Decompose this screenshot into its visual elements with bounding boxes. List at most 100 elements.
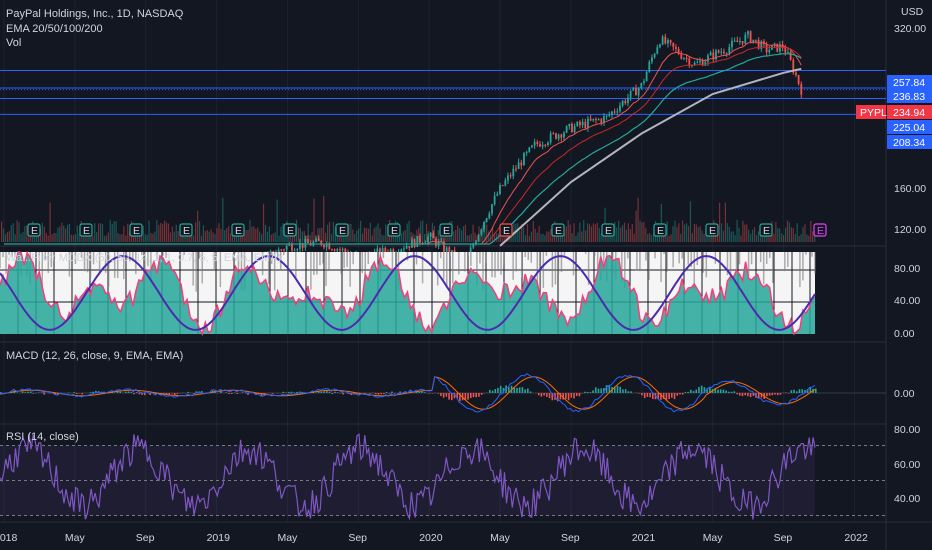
candle-body: [331, 249, 333, 251]
macd-histogram-bar: [543, 393, 545, 396]
volume-bar: [794, 234, 796, 242]
candle-body: [696, 62, 699, 64]
candle-body: [552, 133, 555, 135]
macd-histogram-bar: [703, 387, 706, 393]
volume-bar: [458, 227, 461, 242]
candle-body: [544, 144, 547, 146]
volume-bar: [158, 224, 160, 242]
candle-body: [589, 118, 592, 121]
macd-histogram-bar: [336, 392, 339, 393]
time-axis[interactable]: 2018 May Sep 2019 May Sep 2020 May Sep 2021 May Sep…: [0, 532, 868, 544]
volume-bar: [49, 202, 51, 242]
volume-bar: [567, 220, 569, 242]
study-vol-label[interactable]: Vol: [6, 37, 21, 49]
macd-histogram-bar: [722, 389, 725, 393]
rsi-panel-title[interactable]: RSI (14, close): [6, 431, 79, 443]
candle-body: [341, 248, 344, 250]
macd-histogram-bar: [562, 393, 564, 400]
volume-bar: [493, 233, 496, 242]
macd-histogram-bar: [195, 391, 198, 393]
macd-histogram-bar: [768, 393, 771, 396]
candle-body: [405, 245, 408, 249]
macd-histogram-bar: [619, 386, 621, 393]
candle-body: [485, 218, 488, 223]
wt-line: [0, 250, 816, 337]
macd-histogram-bar: [546, 393, 548, 397]
volume-bar: [356, 230, 358, 242]
volume-bar: [154, 231, 156, 242]
candle-body: [547, 142, 549, 145]
candle-body: [523, 153, 525, 166]
earnings-box: [335, 223, 349, 237]
candle-body: [493, 195, 496, 205]
candle-body: [664, 36, 667, 44]
symbol-title[interactable]: PayPal Holdings, Inc., 1D, NASDAQ: [6, 8, 184, 20]
volume-bar: [4, 234, 7, 242]
volume-bar: [773, 233, 775, 242]
volume-bar: [433, 226, 435, 242]
candle-body: [605, 115, 608, 117]
macd-histogram-bar: [673, 393, 676, 400]
volume-bar: [204, 231, 206, 242]
volume-bar: [72, 235, 74, 242]
volume-bar: [361, 233, 364, 242]
candle-body: [488, 213, 491, 219]
volume-bar: [113, 221, 115, 242]
volume-bar: [115, 221, 117, 242]
candle-body: [525, 151, 528, 154]
macd-histogram-bar: [508, 387, 510, 393]
macd-histogram-bar: [603, 387, 605, 393]
volume-bar: [200, 235, 203, 242]
macd-histogram-bar: [149, 393, 152, 396]
volume-bar: [621, 225, 624, 242]
volume-bar: [98, 223, 100, 242]
earnings-marker: E: [499, 223, 513, 237]
macd-histogram-bar: [491, 390, 494, 393]
volume-bar: [323, 196, 325, 242]
volume-bar: [392, 231, 395, 242]
earnings-box: [601, 223, 615, 237]
volume-bar: [583, 220, 585, 242]
volume-bar: [272, 233, 274, 242]
volume-bar: [262, 203, 265, 242]
candle-body: [512, 168, 515, 177]
volume-bar: [703, 233, 705, 242]
candle-body: [587, 118, 589, 128]
candle-body: [645, 71, 648, 82]
candle-body: [432, 233, 435, 239]
volume-bar: [309, 234, 311, 242]
rsi-line: [0, 433, 816, 521]
volume-bar: [177, 231, 179, 242]
wt-panel-title[interactable]: Wa...Filter MODX (50, 50, 14, 1, 1, 0.7,…: [6, 252, 281, 264]
volume-bar: [693, 224, 695, 242]
macd-histogram-bar: [92, 391, 94, 393]
macd-histogram-bar: [527, 388, 529, 393]
price-axis-label-120: 120.00: [894, 224, 926, 236]
candle-body: [688, 58, 691, 66]
macd-histogram-bar: [383, 393, 385, 395]
macd-histogram-bar: [733, 391, 736, 393]
volume-bar: [284, 234, 286, 242]
volume-bar: [251, 226, 253, 242]
time-axis-label: 2021: [632, 532, 656, 544]
macd-histogram-bar: [230, 393, 233, 394]
horizontal-levels[interactable]: [0, 69, 886, 115]
volume-bar: [214, 234, 216, 242]
candle-body: [672, 42, 675, 48]
study-ema-label[interactable]: EMA 20/50/100/200: [6, 23, 103, 35]
candle-body: [627, 97, 629, 104]
volume-bar: [144, 234, 146, 242]
macd-histogram-bar: [464, 393, 467, 401]
volume-bar: [439, 233, 441, 242]
volume-bar: [742, 220, 744, 242]
volume-bar: [259, 231, 261, 242]
macd-histogram-bar: [135, 392, 138, 393]
candle-body: [280, 249, 283, 251]
macd-histogram-bar: [21, 391, 24, 393]
macd-histogram-bar: [445, 393, 448, 397]
candle-body: [499, 185, 501, 195]
macd-panel-title[interactable]: MACD (12, 26, close, 9, EMA, EMA): [6, 350, 183, 362]
candle-body: [336, 249, 339, 252]
earnings-label: E: [443, 225, 450, 237]
